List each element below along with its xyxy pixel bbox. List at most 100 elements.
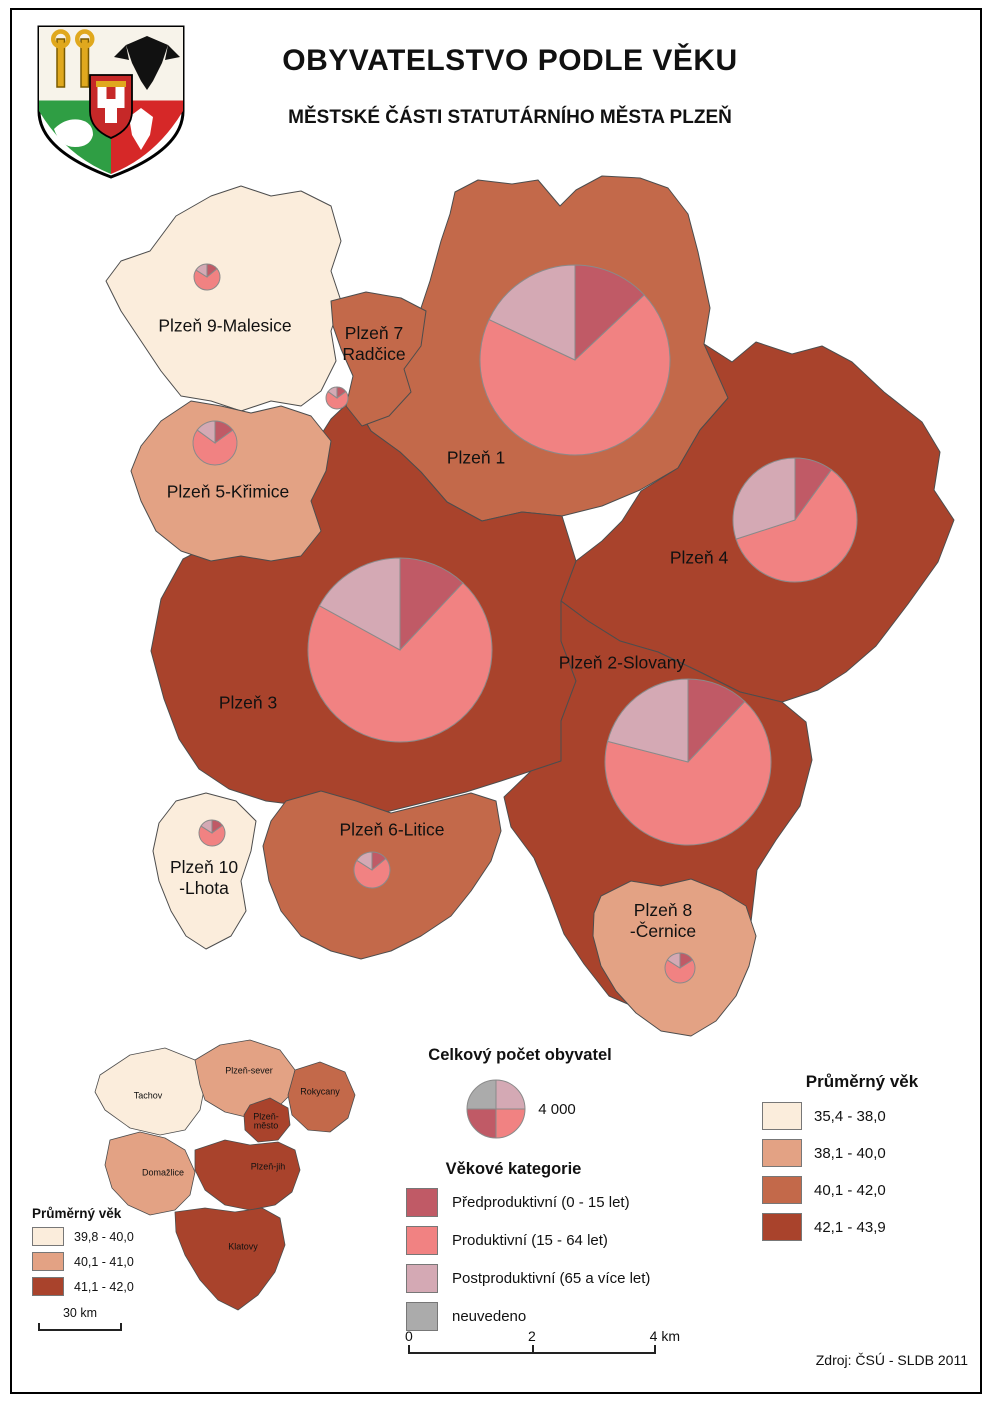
inset-label-rokycany: Rokycany — [300, 1086, 340, 1097]
pie-slice-post — [200, 819, 213, 834]
produktivni-label: Produktivní (15 - 64 let) — [452, 1232, 608, 1249]
inset-scale-line — [38, 1323, 122, 1331]
pie-slice-post — [666, 952, 681, 969]
district-label-plzen-1: Plzeň 1 — [446, 447, 506, 468]
age-class-1-label: 35,4 - 38,0 — [814, 1107, 886, 1125]
pie-slice-prod — [735, 469, 858, 583]
pie-plzeň-1 — [479, 264, 671, 456]
district-plzen-7-radcice — [330, 291, 427, 427]
legend-age-categories: Věkové kategorie Předproduktivní (0 - 15… — [406, 1160, 706, 1331]
pie-slice-post — [488, 264, 576, 361]
inset-label-tachov: Tachov — [133, 1090, 163, 1101]
inset-legend-row-3: 41,1 - 42,0 — [32, 1277, 192, 1296]
scale-label-2: 2 — [528, 1328, 536, 1344]
pie-slice-none — [466, 1079, 497, 1110]
pie-slice-pre — [574, 264, 645, 362]
district-plzen-5-krimice — [130, 400, 332, 562]
neuvedeno-label: neuvedeno — [452, 1308, 527, 1325]
age-class-3-swatch — [762, 1176, 802, 1204]
district-label-plzen-7-radcice: Plzeň 7 Radčice — [342, 323, 406, 364]
legend-row-age-4: 42,1 - 43,9 — [762, 1213, 962, 1241]
plzen-coat-of-arms — [37, 25, 185, 179]
age-class-4-label: 42,1 - 43,9 — [814, 1218, 886, 1236]
pie-plzeň-3 — [307, 557, 493, 743]
inset-legend-row-2: 40,1 - 41,0 — [32, 1252, 192, 1271]
inset-district-rokycany — [287, 1061, 356, 1133]
inset-scale-bar: 30 km — [38, 1306, 122, 1331]
population-symbol-value: 4 000 — [538, 1100, 576, 1118]
scale-line — [408, 1345, 656, 1354]
inset-legend-row-1: 39,8 - 40,0 — [32, 1227, 192, 1246]
pie-slice-pre — [399, 557, 464, 652]
pie-slice-prod — [307, 582, 493, 743]
district-label-plzen-3: Plzeň 3 — [218, 692, 278, 713]
legend-row-produktivni: Produktivní (15 - 64 let) — [406, 1226, 706, 1255]
inset-label-plzen-mesto: Plzeň- město — [253, 1111, 279, 1131]
legend-categories-title: Věkové kategorie — [445, 1160, 582, 1178]
legend-population: Celkový počet obyvatel 4 000 — [395, 1046, 645, 1141]
postproduktivni-swatch — [406, 1264, 438, 1293]
inset-label-domazlice: Domažlice — [141, 1167, 185, 1178]
district-label-plzen-8-cernice: Plzeň 8 -Černice — [629, 900, 697, 941]
pie-slice-prod — [495, 1108, 526, 1139]
district-label-plzen-4: Plzeň 4 — [669, 547, 729, 568]
pie-slice-prod — [193, 268, 221, 291]
inset-age-class-1-swatch — [32, 1227, 64, 1246]
neuvedeno-swatch — [406, 1302, 438, 1331]
inset-scale-label: 30 km — [62, 1306, 98, 1320]
age-class-4-swatch — [762, 1213, 802, 1241]
pie-slice-pre — [687, 678, 746, 764]
postproduktivni-label: Postproduktivní (65 a více let) — [452, 1270, 651, 1287]
pie-plzeň-9-malesice — [193, 263, 221, 291]
inset-map — [94, 1039, 356, 1311]
inset-age-class-1-label: 39,8 - 40,0 — [74, 1229, 134, 1244]
pie-slice-prod — [192, 429, 238, 466]
legend-inset-title: Průměrný věk — [32, 1206, 122, 1221]
pie-slice-pre — [466, 1108, 497, 1139]
inset-label-plzen-jih: Plzeň-jih — [250, 1161, 286, 1172]
legend-average-age-title: Průměrný věk — [805, 1072, 919, 1091]
pie-charts-layer — [192, 263, 858, 984]
pie-plzeň-2-slovany — [604, 678, 772, 846]
district-label-plzen-9-malesice: Plzeň 9-Malesice — [158, 315, 292, 336]
age-class-1-swatch — [762, 1102, 802, 1130]
pie-plzeň-8-černice — [664, 952, 696, 984]
pie-slice-prod — [479, 294, 671, 456]
population-pie-symbol — [466, 1079, 526, 1139]
pie-slice-post — [495, 1079, 526, 1110]
inset-age-class-3-label: 41,1 - 42,0 — [74, 1279, 134, 1294]
inset-district-klatovy — [174, 1207, 286, 1311]
legend-row-neuvedeno: neuvedeno — [406, 1302, 706, 1331]
district-label-plzen-2-slovany: Plzeň 2-Slovany — [558, 652, 686, 673]
legend-average-age: Průměrný věk 35,4 - 38,0 38,1 - 40,0 40,… — [762, 1072, 962, 1241]
legend-row-age-2: 38,1 - 40,0 — [762, 1139, 962, 1167]
age-class-2-label: 38,1 - 40,0 — [814, 1144, 886, 1162]
inset-district-tachov — [94, 1047, 206, 1136]
pie-slice-prod — [604, 700, 772, 846]
scale-label-4km: 4 km — [649, 1328, 680, 1344]
pie-plzeň-5-křimice — [192, 420, 238, 466]
legend-row-age-3: 40,1 - 42,0 — [762, 1176, 962, 1204]
pie-slice-post — [195, 263, 208, 278]
pie-slice-prod — [325, 390, 349, 410]
pie-slice-prod — [198, 824, 226, 847]
data-source: Zdroj: ČSÚ - SLDB 2011 — [815, 1352, 968, 1368]
page-subtitle: MĚSTSKÉ ČÁSTI STATUTÁRNÍHO MĚSTA PLZEŇ — [288, 107, 732, 128]
district-label-plzen-6-litice: Plzeň 6-Litice — [339, 819, 445, 840]
inset-age-class-3-swatch — [32, 1277, 64, 1296]
pie-plzeň-6-litice — [353, 851, 391, 889]
legend-row-age-1: 35,4 - 38,0 — [762, 1102, 962, 1130]
produktivni-swatch — [406, 1226, 438, 1255]
pie-slice-prod — [664, 959, 696, 984]
pie-plzeň-10-lhota — [198, 819, 226, 847]
page-title: OBYVATELSTVO PODLE VĚKU — [282, 44, 738, 77]
inset-label-plzen-sever: Plzeň-sever — [225, 1065, 273, 1076]
predproduktivni-label: Předproduktivní (0 - 15 let) — [452, 1194, 630, 1211]
scale-label-0: 0 — [405, 1328, 413, 1344]
legend-population-title: Celkový počet obyvatel — [428, 1046, 612, 1064]
pie-slice-post — [327, 386, 338, 399]
age-class-2-swatch — [762, 1139, 802, 1167]
pie-slice-prod — [353, 857, 391, 889]
